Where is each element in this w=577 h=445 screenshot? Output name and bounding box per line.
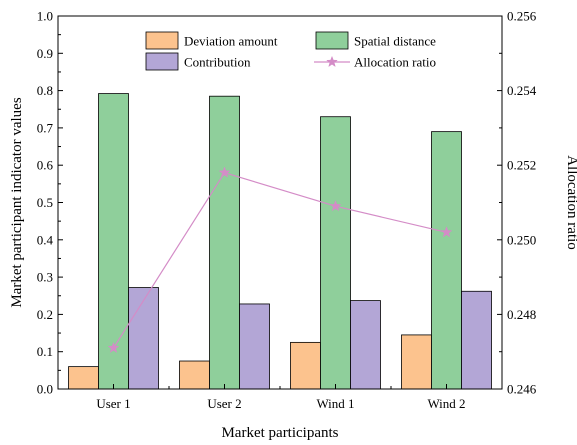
point-allocation-ratio-3	[329, 200, 342, 212]
y2-tick-label: 0.254	[507, 83, 537, 98]
line-allocation-ratio	[112, 171, 447, 349]
y2-tick-label: 0.250	[507, 232, 536, 247]
legend-item-contribution: Contribution	[145, 52, 251, 71]
y-tick-label: 0.9	[37, 46, 53, 61]
bar-deviation-amount-2	[179, 360, 210, 390]
x-tick-label: Wind 2	[427, 396, 465, 411]
bar-spatial-distance-3	[320, 116, 351, 390]
bar-contribution-4	[461, 290, 492, 390]
bar-contribution-2	[239, 303, 270, 390]
legend: Deviation amount Spatial distance Contribu…	[145, 31, 436, 71]
y2-tick-label: 0.256	[507, 9, 537, 24]
y-tick-label: 0.6	[37, 158, 54, 173]
legend-label-contribution: Contribution	[184, 55, 251, 70]
legend-item-allocation-ratio: Allocation ratio	[314, 55, 436, 70]
y-tick-label: 0.5	[37, 195, 53, 210]
bar-spatial-distance-4	[431, 131, 462, 390]
legend-label-deviation-amount: Deviation amount	[184, 34, 278, 49]
line-layer	[107, 166, 453, 354]
point-allocation-ratio-4	[440, 226, 453, 238]
y-tick-label: 0.7	[37, 120, 54, 135]
bar-contribution-1	[128, 287, 159, 390]
point-allocation-ratio-2	[218, 166, 231, 178]
bar-deviation-amount-1	[68, 366, 99, 390]
legend-item-deviation-amount: Deviation amount	[145, 31, 278, 50]
legend-label-allocation-ratio: Allocation ratio	[354, 55, 436, 70]
y-tick-label: 0.2	[37, 307, 53, 322]
bar-spatial-distance-2	[209, 95, 240, 390]
point-allocation-ratio-1	[107, 341, 120, 354]
bar-deviation-amount-4	[401, 334, 432, 390]
y-tick-label: 0.1	[37, 344, 53, 359]
y-tick-label: 0.4	[37, 232, 54, 247]
y-tick-label: 0.0	[37, 382, 53, 397]
x-tick-label: User 2	[207, 396, 241, 411]
axes-layer: 0.0 0.1 0.2 0.3 0.4 0.5 0.6 0.7 0.8 0.9 1.0 0.246 0.…	[37, 9, 537, 412]
bar-contribution-3	[350, 300, 381, 390]
x-tick-label: Wind 1	[316, 396, 354, 411]
y-tick-label: 1.0	[37, 9, 53, 24]
legend-item-spatial-distance: Spatial distance	[315, 31, 436, 50]
bar-spatial-distance-1	[98, 93, 129, 390]
y2-tick-label: 0.252	[507, 158, 536, 173]
bars-layer	[68, 93, 492, 390]
y-tick-label: 0.8	[37, 83, 53, 98]
legend-marker-allocation-ratio	[326, 55, 338, 68]
x-axis-title: Market participants	[221, 425, 338, 441]
legend-swatch-spatial-distance	[315, 31, 349, 50]
bar-deviation-amount-3	[290, 341, 321, 390]
y-axis-title: Market participant indicator values	[9, 97, 25, 307]
y2-tick-label: 0.246	[507, 382, 537, 397]
y-tick-label: 0.3	[37, 270, 53, 285]
x-tick-label: User 1	[96, 396, 130, 411]
legend-swatch-deviation-amount	[145, 31, 179, 50]
legend-label-spatial-distance: Spatial distance	[354, 34, 436, 49]
y2-tick-label: 0.248	[507, 307, 536, 322]
y2-axis-title: Allocation ratio	[564, 155, 577, 250]
legend-swatch-contribution	[145, 52, 179, 71]
